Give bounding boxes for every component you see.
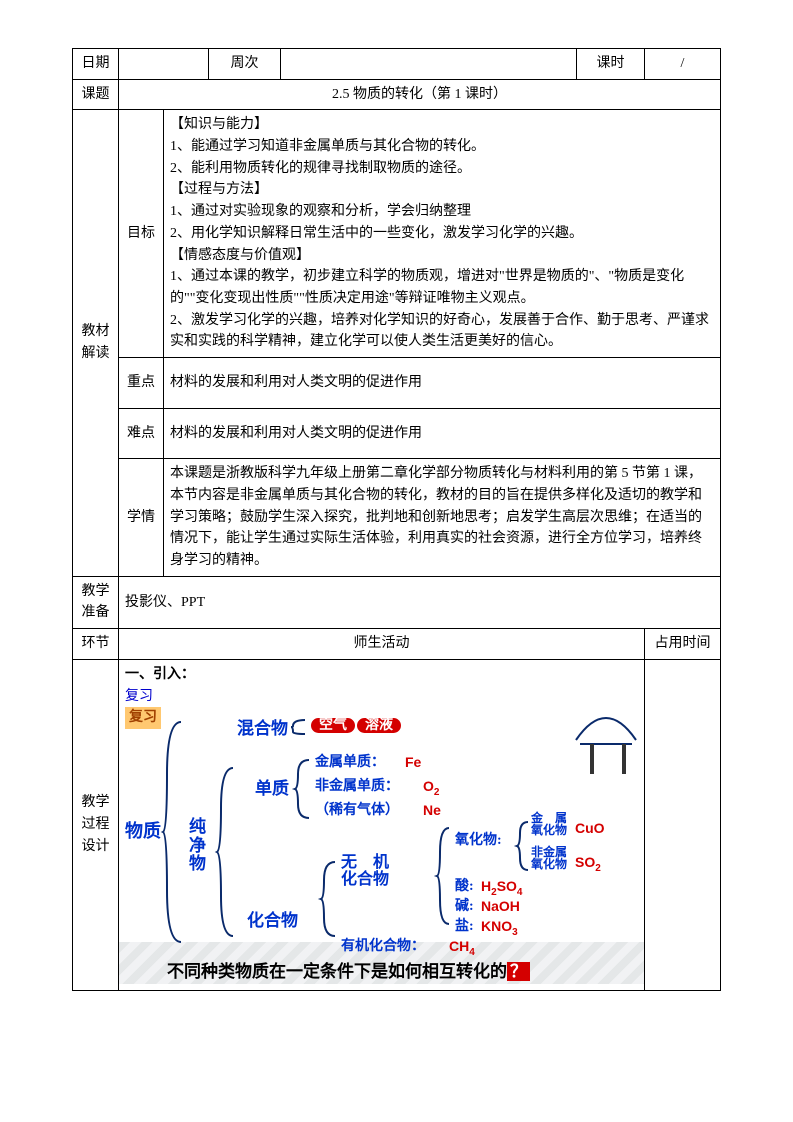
eg-so2: SO2	[575, 852, 601, 876]
lbl-suan: 酸:	[455, 876, 474, 898]
row1-week-value	[281, 49, 577, 80]
lbl-jian: 碱:	[455, 896, 474, 918]
lbl-jinshu-oxide: 金 属 氧化物	[531, 812, 567, 837]
topic-value: 2.5 物质的转化（第 1 课时）	[119, 79, 721, 110]
eg-kno3: KNO3	[481, 916, 518, 940]
eg-cuo: CuO	[575, 818, 605, 840]
brace-icon	[291, 718, 309, 736]
intro-text: 一、引入：	[125, 667, 195, 682]
row1-period-label: 课时	[577, 49, 645, 80]
diagram-cell: 一、引入： 复习 复习 物质	[119, 659, 645, 990]
key-text: 材料的发展和利用对人类文明的促进作用	[164, 357, 721, 408]
node-chun: 纯 净 物	[189, 818, 206, 874]
row1-date-label: 日期	[73, 49, 119, 80]
pavilion-roof-icon	[574, 702, 638, 752]
row1-week-label: 周次	[209, 49, 281, 80]
proc-label: 教学 过程 设计	[73, 659, 119, 990]
prep-text: 投影仪、PPT	[119, 576, 721, 628]
section-label: 教材 解读	[73, 110, 119, 576]
brace-icon	[437, 826, 453, 926]
question-mark-icon: ？	[507, 962, 530, 981]
brace-icon	[295, 758, 313, 820]
node-wuji: 无 机 化合物	[341, 854, 389, 889]
diff-text: 材料的发展和利用对人类文明的促进作用	[164, 408, 721, 459]
review-text: 复习	[125, 689, 153, 704]
prep-label: 教学 准备	[73, 576, 119, 628]
env-mid: 师生活动	[119, 629, 645, 660]
lbl-youji: 有机化合物：	[341, 936, 425, 958]
node-huahewu: 化合物	[247, 908, 298, 934]
lbl-fjs: 非金属单质：	[315, 776, 399, 798]
pavilion-post	[590, 744, 594, 774]
goal-text: 【知识与能力】 1、能通过学习知道非金属单质与其化合物的转化。 2、能利用物质转…	[164, 110, 721, 358]
brace-icon	[163, 718, 185, 946]
lbl-jsdz: 金属单质：	[315, 752, 385, 774]
stu-text: 本课题是浙教版科学九年级上册第二章化学部分物质转化与材料利用的第 5 节第 1 …	[164, 459, 721, 576]
node-danzhi: 单质	[255, 776, 289, 802]
goal-label: 目标	[119, 110, 164, 358]
node-hunhe: 混合物	[237, 716, 288, 742]
topic-label: 课题	[73, 79, 119, 110]
node-kongqi: 空气	[311, 718, 355, 733]
stu-label: 学情	[119, 459, 164, 576]
lbl-xiyou: （稀有气体）	[315, 800, 399, 822]
lesson-plan-table: 日期 周次 课时 / 课题 2.5 物质的转化（第 1 课时） 教材 解读 目标…	[72, 48, 721, 991]
eg-ne: Ne	[423, 800, 441, 822]
pavilion-post	[622, 744, 626, 774]
lbl-yan: 盐:	[455, 916, 474, 938]
time-cell	[645, 659, 721, 990]
node-wuzhi: 物质	[125, 818, 161, 846]
row1-period-value: /	[645, 49, 721, 80]
brace-icon	[217, 764, 237, 940]
diff-label: 难点	[119, 408, 164, 459]
brace-icon	[517, 820, 531, 872]
brace-icon	[321, 860, 339, 938]
env-label: 环节	[73, 629, 119, 660]
eg-naoh: NaOH	[481, 896, 520, 918]
env-right: 占用时间	[645, 629, 721, 660]
lbl-feijin-oxide: 非金属 氧化物	[531, 846, 567, 871]
node-rongye: 溶液	[357, 718, 401, 733]
concept-diagram: 一、引入： 复习 复习 物质	[119, 660, 644, 990]
eg-o2: O2	[423, 776, 439, 800]
review-tag: 复习	[125, 707, 161, 729]
node-yanghuawu: 氧化物:	[455, 830, 502, 852]
eg-fe: Fe	[405, 752, 421, 774]
row1-date-value	[119, 49, 209, 80]
eg-ch4: CH4	[449, 936, 475, 960]
question-text: 不同种类物质在一定条件下是如何相互转化的？	[167, 959, 530, 985]
key-label: 重点	[119, 357, 164, 408]
